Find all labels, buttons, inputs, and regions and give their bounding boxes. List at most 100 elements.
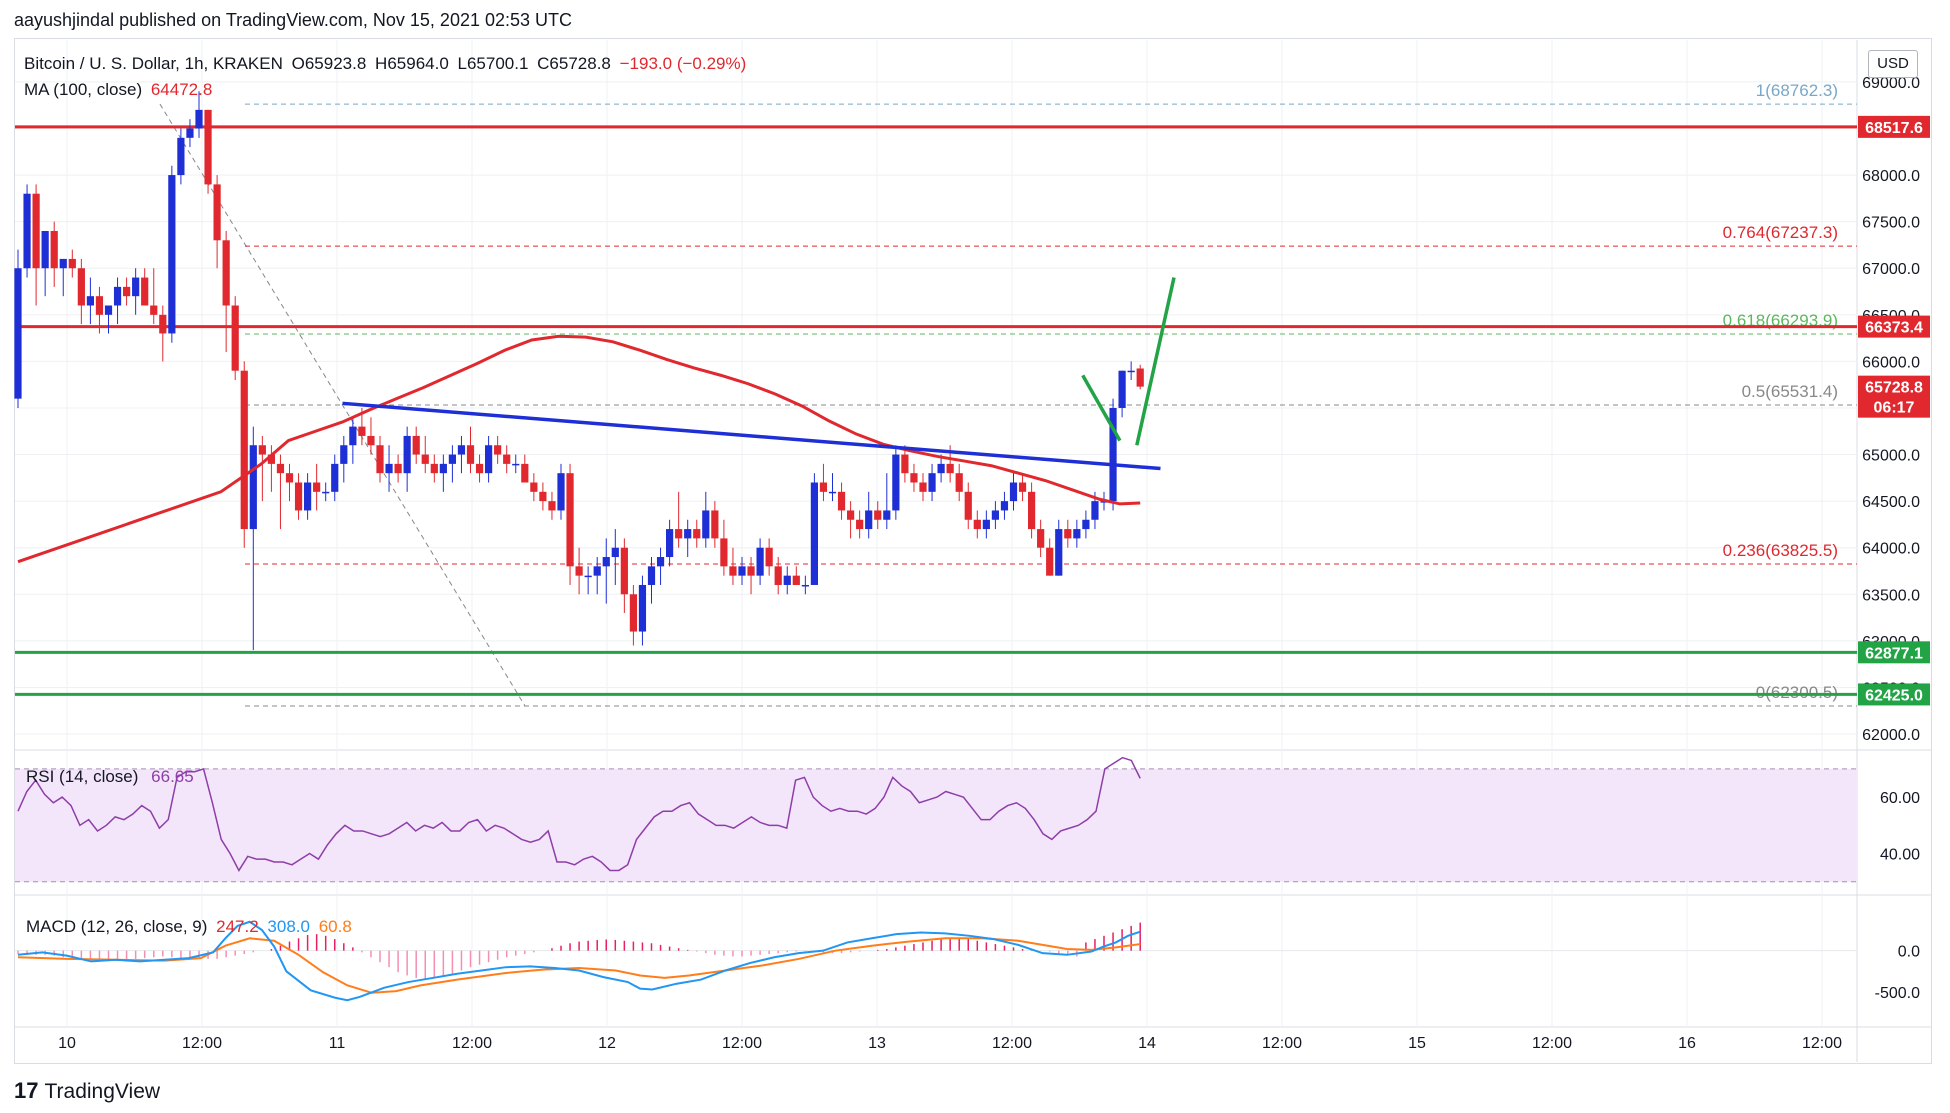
candle-body xyxy=(702,510,710,539)
candle-body xyxy=(41,230,49,269)
candle-body xyxy=(828,491,837,494)
candle-body xyxy=(684,529,692,539)
candle-body xyxy=(204,109,212,185)
price-pane: 1(68762.3)0.764(67237.3)0.618(66293.9)0.… xyxy=(14,81,1857,707)
candle-body xyxy=(810,482,818,585)
candle-body xyxy=(1009,482,1018,502)
grid xyxy=(15,40,1932,1062)
ma-line xyxy=(17,334,1141,564)
candle-body xyxy=(249,445,257,530)
time-tick-label: 16 xyxy=(1678,1035,1696,1052)
candle-body xyxy=(331,463,339,492)
chart-frame xyxy=(14,38,1932,1064)
time-tick-label: 12:00 xyxy=(182,1035,222,1052)
low-value: L65700.1 xyxy=(457,54,529,73)
candle-body xyxy=(539,491,547,502)
time-tick-label: 11 xyxy=(329,1035,346,1052)
candle-body xyxy=(159,314,167,334)
candle-body xyxy=(68,258,76,269)
price-tick-label: 67500.0 xyxy=(1862,215,1920,232)
candle-body xyxy=(485,445,493,474)
price-label-box xyxy=(1858,115,1930,138)
candle-body xyxy=(50,230,58,269)
candle-body xyxy=(656,557,665,567)
time-tick-label: 12 xyxy=(598,1035,616,1052)
candle-body xyxy=(421,454,429,464)
candle-body xyxy=(1118,370,1126,408)
candle-body xyxy=(575,566,583,576)
price-tick-label: 69000.0 xyxy=(1862,75,1920,92)
rsi-line xyxy=(17,756,1141,872)
tradingview-brand[interactable]: 17 TradingView xyxy=(14,1078,160,1104)
candle-body xyxy=(304,482,312,511)
projection-line xyxy=(1081,374,1122,442)
time-tick-label: 12:00 xyxy=(1532,1035,1572,1052)
candle-body xyxy=(448,454,456,464)
publisher-header: aayushjindal published on TradingView.co… xyxy=(14,10,573,30)
candle-body xyxy=(756,547,764,576)
candle-body xyxy=(629,594,637,632)
candle-body xyxy=(837,491,846,511)
candle-body xyxy=(792,575,800,585)
candle-body xyxy=(1136,368,1144,387)
candle-body xyxy=(141,277,149,306)
candle-body xyxy=(638,584,647,632)
time-tick-label: 12:00 xyxy=(992,1035,1032,1052)
price-label-box xyxy=(1858,395,1930,418)
candle-body xyxy=(530,482,538,492)
price-tick-label: 63500.0 xyxy=(1862,587,1920,604)
macd-pane xyxy=(15,920,1857,1002)
candle-body xyxy=(177,137,185,176)
macd-line xyxy=(17,920,1141,1002)
candle-body xyxy=(937,463,945,474)
candle-body xyxy=(801,584,809,587)
candle-body xyxy=(693,529,701,539)
candle-body xyxy=(1018,482,1027,492)
candle-body xyxy=(113,286,122,306)
candle-body xyxy=(231,305,239,371)
candle-body xyxy=(856,519,864,530)
time-tick-label: 13 xyxy=(868,1035,886,1052)
candle-body xyxy=(23,193,31,269)
candle-body xyxy=(892,454,900,511)
candle-body xyxy=(132,277,140,297)
price-tick-label: 65000.0 xyxy=(1862,448,1920,465)
macd-hist-value: 247.2 xyxy=(216,917,259,936)
ma-legend: MA (100, close) 64472.8 xyxy=(24,80,212,100)
candle-body xyxy=(322,491,330,494)
candle-body xyxy=(783,575,791,585)
candle-body xyxy=(847,510,855,520)
ma-value: 64472.8 xyxy=(150,80,213,99)
candle-body xyxy=(729,566,737,576)
candle-body xyxy=(964,491,972,520)
candle-body xyxy=(267,454,275,464)
candle-body xyxy=(910,473,918,483)
candle-body xyxy=(584,575,592,578)
high-value: H65964.0 xyxy=(375,54,449,73)
candle-body xyxy=(240,370,248,530)
candle-body xyxy=(385,463,393,474)
candle-body xyxy=(86,296,94,306)
candle-body xyxy=(874,510,882,520)
price-tick-label: 67000.0 xyxy=(1862,261,1920,278)
candle-body xyxy=(439,463,447,474)
candle-body xyxy=(494,445,502,455)
fib-level-label: 0.236(63825.5) xyxy=(1723,541,1838,560)
price-label-box xyxy=(1858,375,1930,398)
candle-body xyxy=(104,305,113,315)
candle-body xyxy=(294,482,303,511)
candle-body xyxy=(150,305,158,315)
macd-tick-label: 0.0 xyxy=(1898,944,1920,961)
candle-body xyxy=(367,435,375,446)
price-label: 62877.1 xyxy=(1865,645,1923,662)
candle-body xyxy=(349,426,357,446)
currency-button[interactable]: USD xyxy=(1868,50,1918,78)
candle-body xyxy=(32,193,40,269)
fib-level-label: 0.5(65531.4) xyxy=(1742,382,1838,401)
symbol-name: Bitcoin / U. S. Dollar, 1h, KRAKEN xyxy=(24,54,283,73)
macd-label: MACD (12, 26, close, 9) xyxy=(26,917,208,936)
candle-body xyxy=(1037,529,1045,548)
candle-body xyxy=(666,529,674,558)
candle-body xyxy=(774,566,782,585)
